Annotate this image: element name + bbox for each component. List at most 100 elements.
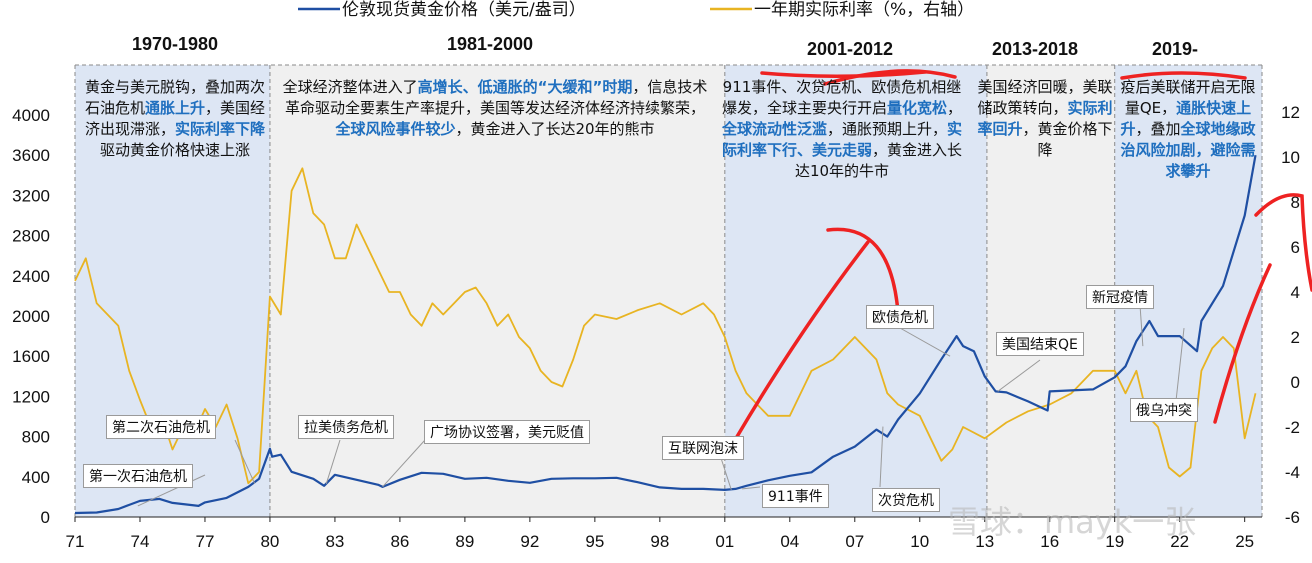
red-annotation-stroke: [1213, 263, 1272, 424]
description-text: 美国经济回暖，美联储政策转向，: [977, 78, 1113, 117]
red-annotation-stroke: [826, 227, 900, 314]
event-callout: 新冠疫情: [1086, 285, 1154, 309]
callout-leader: [137, 474, 206, 507]
series-layer: [74, 155, 1257, 515]
x-tick-label: 86: [390, 532, 409, 551]
red-annotation-stroke: [1254, 193, 1312, 292]
x-tick-label: 10: [910, 532, 929, 551]
x-tick-label: 71: [66, 532, 85, 551]
y-left-tick-label: 3600: [12, 146, 50, 165]
x-tick-label: 80: [260, 532, 279, 551]
description-text: ，叠加: [1135, 120, 1181, 138]
event-callout: 911事件: [762, 484, 829, 508]
period-title: 2019-: [1152, 39, 1198, 59]
description-highlight: 通胀上升: [144, 99, 205, 117]
callout-leader: [719, 454, 732, 491]
description-text: 驱动黄金价格快速上涨: [99, 141, 250, 159]
callout-leader: [1139, 304, 1144, 347]
y-right-tick-label: 12: [1281, 103, 1300, 122]
y-left-tick-label: 0: [41, 508, 50, 527]
axes: 71 74 77 80 83 86 89 92 95 98 01 04 07 10 13 16 19 22 2504…: [12, 103, 1300, 551]
event-callout: 第二次石油危机: [106, 415, 216, 439]
description-text: ，美国经济出现滞涨，: [84, 99, 266, 138]
description-highlight: 实际利率下降: [175, 120, 266, 138]
red-annotation-stroke: [1120, 71, 1247, 80]
legend: 伦敦现货黄金价格（美元/盎司） 一年期实际利率（%，右轴）: [298, 0, 974, 20]
y-left-tick-label: 1200: [12, 387, 50, 406]
y-right-tick-label: 8: [1291, 193, 1300, 212]
description-text: ，通胀预期上升，: [826, 120, 947, 138]
y-right-tick-label: -4: [1285, 463, 1300, 482]
event-callout: 次贷危机: [872, 488, 940, 512]
legend-label: 一年期实际利率（%，右轴）: [754, 0, 974, 20]
x-tick-label: 16: [1040, 532, 1059, 551]
period-description: 911事件、次贷危机、欧债危机相继爆发，全球主要央行开启量化宽松， 全球流动性泛滥…: [720, 77, 964, 182]
y-left-tick-label: 2000: [12, 307, 50, 326]
hand-drawn-marks: [733, 69, 1312, 442]
description-text: ，信息技术革命驱动全要素生产率提升，美国等发达经济体经济持续繁荣，: [284, 78, 708, 117]
y-right-tick-label: 6: [1291, 238, 1300, 257]
x-tick-label: 22: [1170, 532, 1189, 551]
callout-leader: [382, 439, 426, 488]
event-callout: 俄乌冲突: [1130, 398, 1198, 422]
period-titles: 1970-1980 1981-2000 2001-2012 2013-2018 2019…: [132, 34, 1198, 59]
x-tick-label: 19: [1105, 532, 1124, 551]
y-right-tick-label: 2: [1291, 328, 1300, 347]
x-tick-label: 92: [520, 532, 539, 551]
description-highlight: 实际利率下行、美元走弱: [721, 120, 963, 159]
x-tick-label: 74: [131, 532, 150, 551]
x-tick-label: 89: [455, 532, 474, 551]
description-text: 全球经济整体进入了: [282, 78, 418, 96]
y-left-tick-label: 1600: [12, 347, 50, 366]
description-highlight: 全球风险事件较少: [335, 120, 456, 138]
period-title: 1970-1980: [132, 34, 218, 54]
description-highlight: 高增长、低通胀的“大缓和”时期: [417, 78, 633, 96]
x-tick-label: 13: [975, 532, 994, 551]
y-left-tick-label: 4000: [12, 106, 50, 125]
callout-leader: [234, 439, 256, 485]
gold-price-line: [74, 155, 1257, 515]
description-text: 疫后美联储开启无限量QE，: [1120, 78, 1256, 117]
y-right-tick-label: -2: [1285, 418, 1300, 437]
y-right-tick-label: 0: [1291, 373, 1300, 392]
legend-label: 伦敦现货黄金价格（美元/盎司）: [342, 0, 586, 20]
y-left-tick-label: 800: [22, 428, 50, 447]
x-tick-label: 98: [650, 532, 669, 551]
description-highlight: 全球地缘政治风险加剧，避险需求攀升: [1120, 120, 1256, 180]
red-annotation-stroke: [823, 69, 957, 86]
event-callout: 互联网泡沫: [662, 436, 744, 460]
description-highlight: 全球流动性泛滥: [721, 120, 827, 138]
y-left-tick-label: 2400: [12, 267, 50, 286]
callout-leader: [742, 486, 761, 490]
description-text: ，黄金进入长达10年的牛市: [794, 141, 963, 180]
y-left-tick-label: 3200: [12, 186, 50, 205]
event-callout: 第一次石油危机: [83, 464, 193, 488]
y-right-tick-label: 4: [1291, 283, 1300, 302]
description-highlight: 量化宽松: [886, 99, 947, 117]
x-tick-label: 07: [845, 532, 864, 551]
x-tick-label: 83: [325, 532, 344, 551]
x-tick-label: 95: [585, 532, 604, 551]
callout-leader: [1174, 328, 1185, 411]
y-right-tick-label: -6: [1285, 508, 1300, 527]
y-left-tick-label: 400: [22, 468, 50, 487]
period-description: 美国经济回暖，美联储政策转向，实际利率回升，黄金价格下降: [975, 77, 1115, 161]
x-tick-label: 04: [780, 532, 799, 551]
watermark-text: 雪球：mayk一张: [948, 503, 1197, 541]
callout-leader: [899, 327, 951, 357]
callout-leader: [879, 426, 884, 488]
x-tick-label: 25: [1235, 532, 1254, 551]
description-text: 黄金与美元脱钩，叠加两次石油危机: [84, 78, 265, 117]
period-title: 1981-2000: [447, 34, 533, 54]
period-title: 2013-2018: [992, 39, 1078, 59]
period-title: 2001-2012: [807, 39, 893, 59]
event-callout: 欧债危机: [866, 305, 934, 329]
x-tick-label: 77: [196, 532, 215, 551]
x-tick-label: 01: [715, 532, 734, 551]
period-shade: [724, 65, 987, 517]
period-description: 全球经济整体进入了高增长、低通胀的“大缓和”时期，信息技术革命驱动全要素生产率提…: [280, 77, 710, 140]
event-callout: 美国结束QE: [996, 332, 1084, 356]
period-description: 黄金与美元脱钩，叠加两次石油危机通胀上升，美国经济出现滞涨，实际利率下降驱动黄金…: [82, 77, 268, 161]
description-text: 911事件、次贷危机、欧债危机相继爆发，全球主要央行开启: [721, 78, 962, 117]
